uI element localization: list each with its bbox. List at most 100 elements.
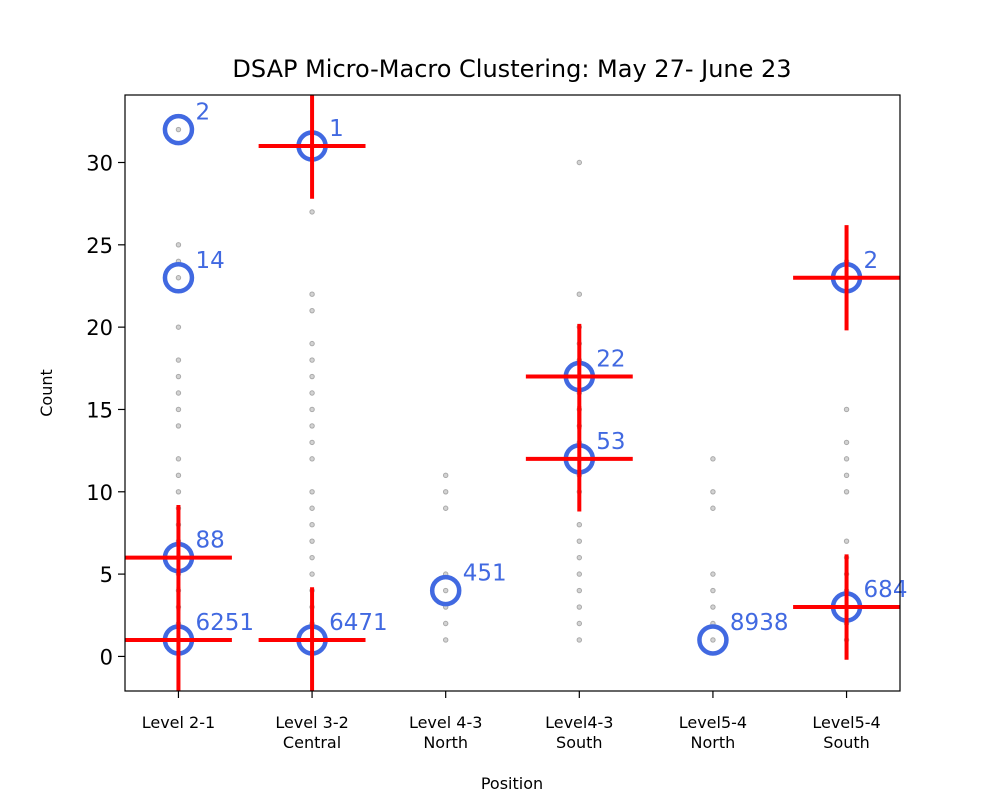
x-tick-label: Level4-3 (545, 713, 613, 732)
cluster-count-label: 88 (195, 528, 224, 554)
data-point (309, 505, 315, 511)
data-point (576, 637, 583, 643)
cluster-markers-layer (162, 113, 863, 656)
chart-title: DSAP Micro-Macro Clustering: May 27- Jun… (232, 55, 791, 83)
data-point (576, 554, 583, 561)
cluster-marker (697, 624, 729, 656)
data-point (843, 538, 850, 544)
x-tick-label: Level 3-2 (275, 713, 348, 732)
data-point (309, 209, 315, 215)
data-point (576, 159, 583, 166)
data-point (442, 505, 449, 511)
data-point (710, 587, 716, 594)
data-point (309, 357, 315, 363)
data-point (576, 571, 583, 577)
y-tick-label: 30 (86, 152, 113, 176)
cluster-count-label: 2 (864, 248, 879, 274)
y-tick-label: 0 (100, 645, 113, 669)
data-point (309, 291, 315, 297)
data-point (309, 489, 315, 495)
data-point (175, 406, 182, 413)
data-point (576, 538, 583, 544)
data-point (175, 324, 182, 330)
cluster-count-label: 22 (596, 347, 625, 373)
crosshair-layer (125, 95, 900, 691)
cluster-marker (162, 113, 195, 146)
cluster-count-label: 53 (596, 429, 625, 455)
data-point (442, 489, 449, 495)
data-point (175, 390, 182, 396)
data-point (309, 340, 315, 347)
data-point (175, 472, 182, 479)
data-points-layer (175, 126, 850, 643)
data-point (309, 406, 315, 413)
cluster-count-label: 1 (329, 116, 344, 142)
y-tick-label: 5 (100, 563, 113, 587)
data-point (309, 390, 315, 396)
cluster-count-label: 2 (195, 100, 210, 126)
data-point (309, 538, 315, 544)
data-point (843, 456, 850, 462)
data-point (309, 456, 315, 462)
y-tick-label: 10 (86, 481, 113, 505)
data-point (309, 522, 315, 528)
x-tick-label: Central (283, 733, 341, 752)
cluster-count-label: 451 (463, 561, 507, 587)
data-point (175, 373, 182, 380)
data-point (309, 373, 315, 380)
data-point (442, 587, 449, 594)
data-point (175, 126, 182, 133)
data-point (175, 489, 182, 495)
data-point (309, 307, 315, 314)
plot-area: 2 14 88 6251 1 6471 451 22 53 8938 2 684 (125, 95, 907, 691)
cluster-labels-layer: 2 14 88 6251 1 6471 451 22 53 8938 2 684 (195, 100, 907, 636)
data-point (710, 604, 716, 610)
data-point (442, 637, 449, 643)
data-point (710, 489, 716, 495)
x-axis-label: Position (481, 774, 543, 791)
data-point (175, 423, 182, 429)
data-point (442, 620, 449, 627)
data-point (175, 275, 182, 281)
cluster-count-label: 14 (195, 248, 224, 274)
y-tick-label: 25 (86, 234, 113, 258)
cluster-marker (429, 574, 462, 607)
y-axis-label: Count (37, 369, 56, 417)
data-point (576, 604, 583, 610)
cluster-count-label: 6471 (329, 610, 388, 636)
x-tick-label: Level5-4 (679, 713, 747, 732)
x-tick-label: South (823, 733, 870, 752)
data-point (843, 439, 850, 446)
x-tick-label: Level 4-3 (409, 713, 482, 732)
data-point (710, 571, 716, 577)
data-point (175, 242, 182, 248)
data-point (175, 357, 182, 363)
data-point (309, 571, 315, 577)
y-axis: 0 5 10 15 20 25 30 (86, 152, 125, 669)
data-point (843, 472, 850, 479)
data-point (576, 620, 583, 627)
x-tick-label: Level 2-1 (142, 713, 215, 732)
data-point (309, 554, 315, 561)
cluster-count-label: 684 (864, 577, 908, 603)
data-point (843, 406, 850, 413)
data-point (576, 522, 583, 528)
data-point (576, 291, 583, 297)
data-point (175, 456, 182, 462)
cluster-count-label: 8938 (730, 610, 789, 636)
x-tick-label: North (691, 733, 736, 752)
data-point (710, 637, 716, 643)
x-tick-label: South (556, 733, 603, 752)
data-point (710, 505, 716, 511)
plot-frame (124, 94, 901, 692)
cluster-count-label: 6251 (195, 610, 254, 636)
cluster-marker (162, 262, 195, 294)
data-point (309, 439, 315, 446)
x-tick-label: Level5-4 (812, 713, 880, 732)
data-point (309, 423, 315, 429)
y-tick-label: 15 (86, 398, 113, 422)
y-tick-label: 20 (86, 316, 113, 340)
data-point (843, 489, 850, 495)
